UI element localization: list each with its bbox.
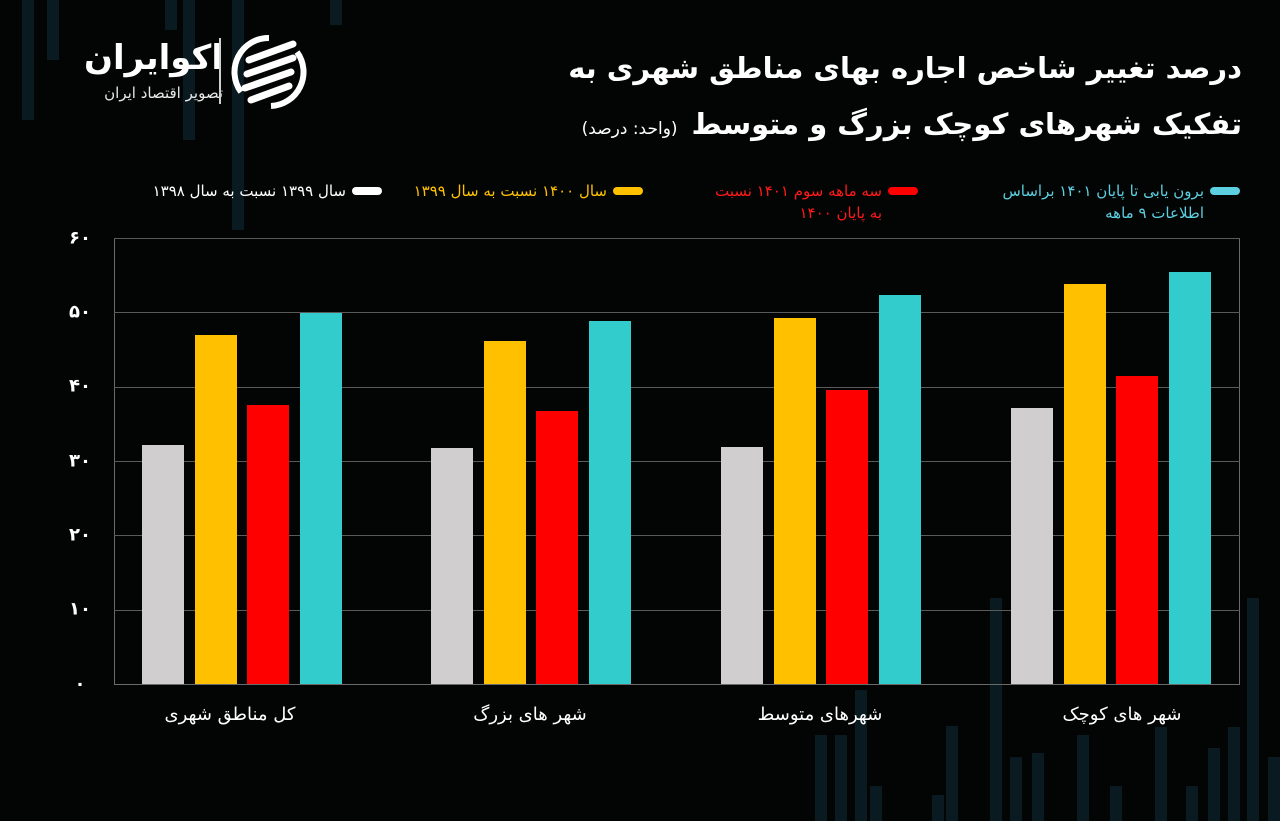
title-line-1: درصد تغییر شاخص اجاره بهای مناطق شهری به <box>568 51 1242 85</box>
bar <box>826 390 868 684</box>
gridline <box>114 312 1240 314</box>
bar <box>299 313 342 684</box>
bar <box>142 445 184 684</box>
brand-mark-icon <box>231 34 307 109</box>
gridline <box>114 535 1240 537</box>
bar <box>194 334 237 684</box>
bar <box>1011 408 1053 684</box>
legend-label: سال ۱۳۹۹ نسبت به سال ۱۳۹۸ <box>152 182 346 200</box>
bar <box>878 294 921 684</box>
x-label-large-cities: شهر های بزرگ <box>473 704 587 725</box>
bar <box>1116 375 1158 684</box>
legend-swatch-white <box>352 187 382 195</box>
brand-logo: اکوایران تصویر اقتصاد ایران <box>48 34 318 114</box>
bar <box>773 318 816 684</box>
chart-legend: برون یابی تا پایان ۱۴۰۱ براساس اطلاعات ۹… <box>40 180 1240 230</box>
plot-area <box>114 238 1240 685</box>
bar <box>588 320 631 684</box>
unit-label: (واحد: درصد) <box>581 119 678 139</box>
bar <box>1063 284 1106 684</box>
bar <box>536 411 578 684</box>
x-label-all-urban: کل مناطق شهری <box>164 704 296 725</box>
legend-label: سال ۱۴۰۰ نسبت به سال ۱۳۹۹ <box>413 182 607 200</box>
legend-item-1399: سال ۱۳۹۹ نسبت به سال ۱۳۹۸ <box>153 180 382 202</box>
legend-swatch-yellow <box>613 187 643 195</box>
y-tick: ۲۰ <box>69 524 91 546</box>
legend-swatch-cyan <box>1210 187 1240 195</box>
legend-item-q3-1401: سه ماهه سوم ۱۴۰۱ نسبت به پایان ۱۴۰۰ <box>715 180 918 224</box>
bar <box>721 446 763 684</box>
bar <box>247 405 289 684</box>
bar <box>1168 272 1211 684</box>
gridline <box>114 609 1240 611</box>
bar <box>431 448 473 684</box>
y-tick: ۳۰ <box>69 450 91 472</box>
x-axis-line <box>114 684 1240 685</box>
gridline <box>114 386 1240 388</box>
title-line-2: تفکیک شهرهای کوچک بزرگ و متوسط(واحد: درص… <box>581 107 1242 141</box>
legend-item-extrapolation: برون یابی تا پایان ۱۴۰۱ براساس اطلاعات ۹… <box>1002 180 1240 224</box>
chart-title: درصد تغییر شاخص اجاره بهای مناطق شهری به… <box>462 40 1242 157</box>
legend-label: برون یابی تا پایان ۱۴۰۱ براساس اطلاعات ۹… <box>1002 182 1204 222</box>
y-tick: ۰ <box>74 673 86 695</box>
bar <box>483 341 526 684</box>
y-tick: ۴۰ <box>69 375 91 397</box>
y-tick: ۶۰ <box>69 227 91 249</box>
gridline <box>114 238 1240 239</box>
y-tick: ۵۰ <box>69 301 91 323</box>
logo-divider <box>219 38 221 104</box>
x-label-medium-cities: شهرهای متوسط <box>757 704 883 725</box>
brand-tagline: تصویر اقتصاد ایران <box>104 84 223 102</box>
legend-label: سه ماهه سوم ۱۴۰۱ نسبت به پایان ۱۴۰۰ <box>715 182 882 222</box>
y-tick: ۱۰ <box>69 598 91 620</box>
legend-swatch-red <box>888 187 918 195</box>
gridline <box>114 461 1240 462</box>
legend-item-1400: سال ۱۴۰۰ نسبت به سال ۱۳۹۹ <box>414 180 643 202</box>
x-label-small-cities: شهر های کوچک <box>1062 704 1182 725</box>
brand-name: اکوایران <box>84 38 223 78</box>
